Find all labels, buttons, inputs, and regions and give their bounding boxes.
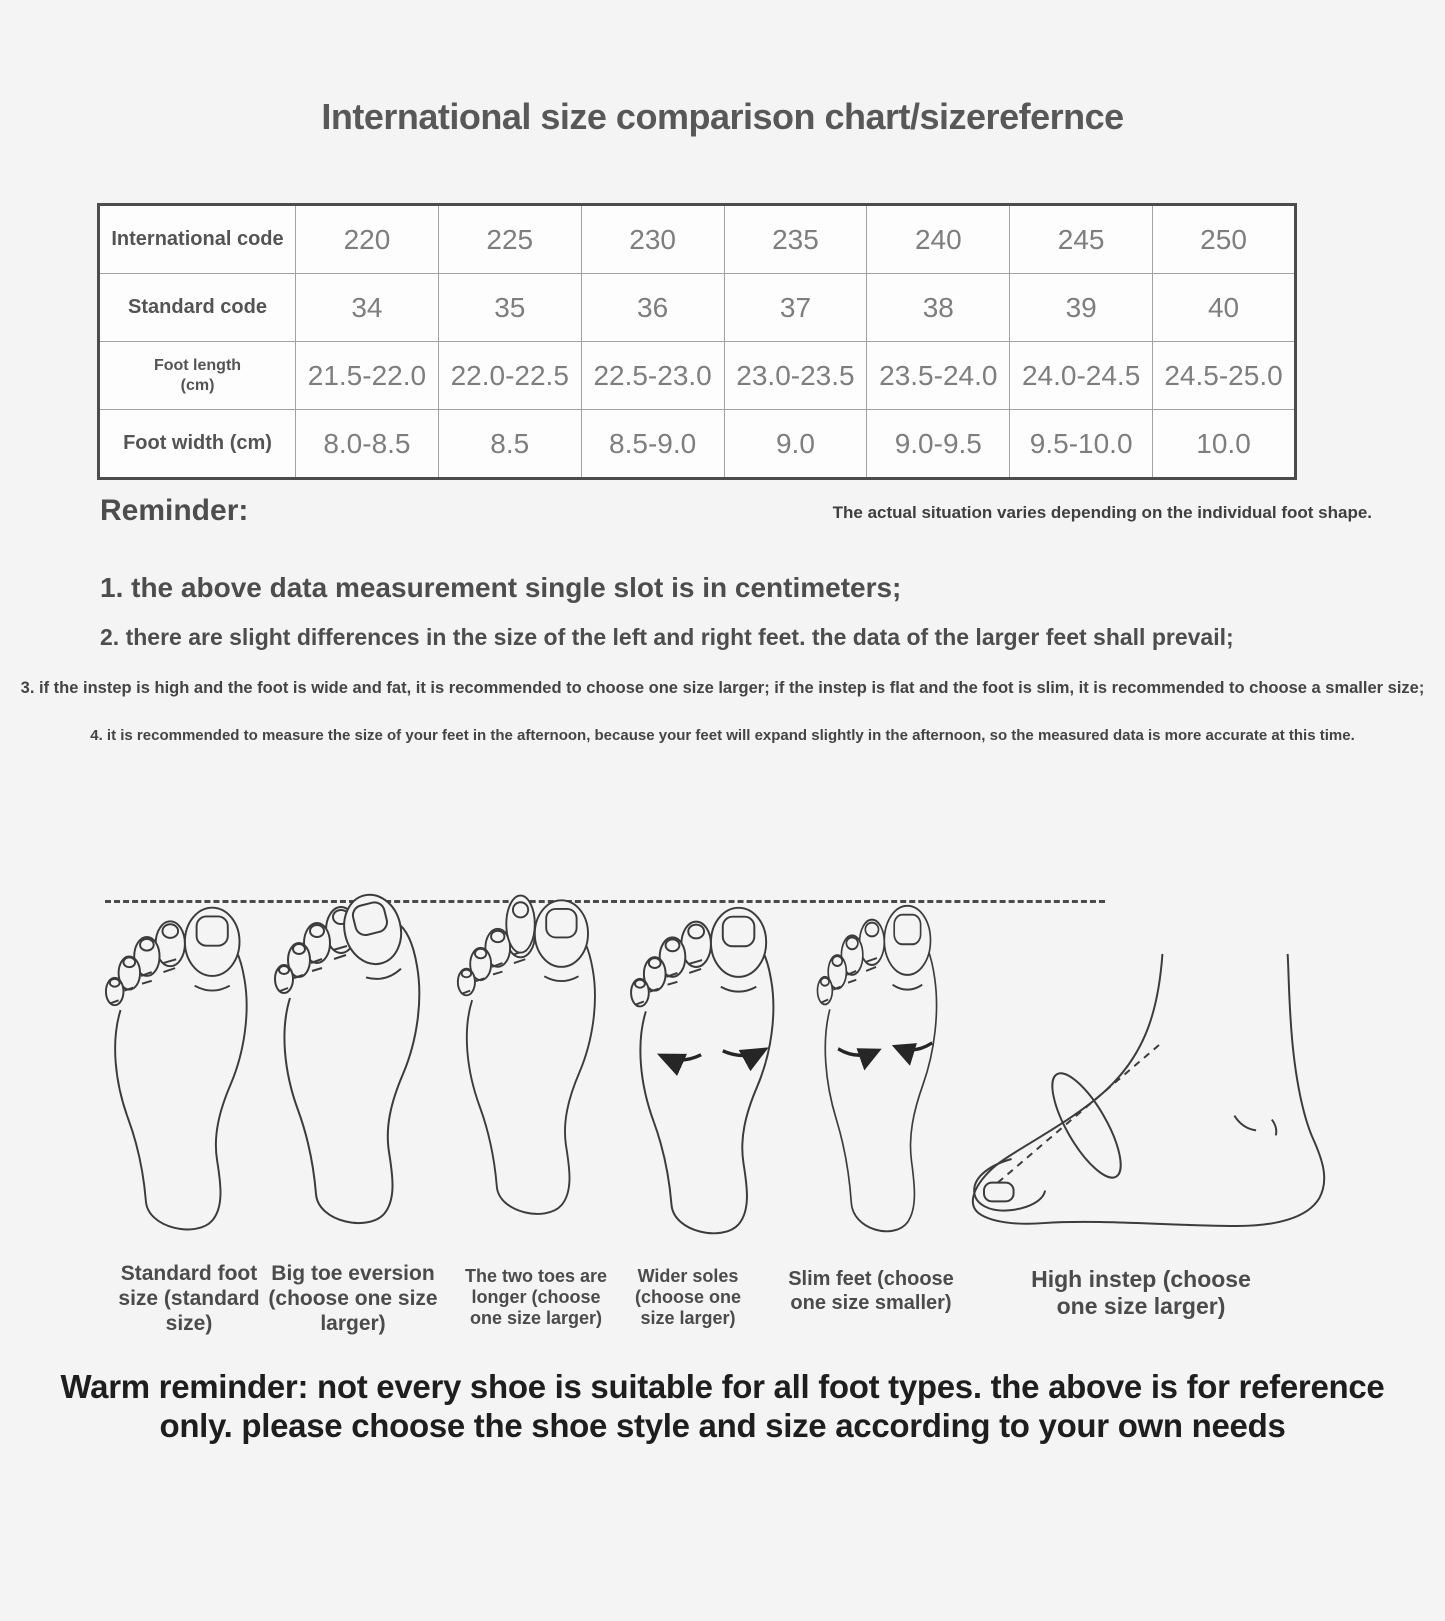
row-label: Foot length (cm) xyxy=(98,341,296,410)
foot-label-slim-feet: Slim feet (choose one size smaller) xyxy=(788,1268,954,1314)
table-cell: 38 xyxy=(866,273,1011,342)
table-row-foot-width: Foot width (cm) 8.0-8.5 8.5 8.5-9.0 9.0 … xyxy=(98,409,1296,479)
table-cell: 21.5-22.0 xyxy=(295,341,439,410)
table-cell: 10.0 xyxy=(1152,409,1296,479)
row-label: Standard code xyxy=(98,273,296,342)
foot-label-two-toes-longer: The two toes are longer (choose one size… xyxy=(464,1266,608,1329)
table-cell: 225 xyxy=(437,204,582,274)
reminder-side-note: The actual situation varies depending on… xyxy=(832,503,1372,522)
inward-width-arrows xyxy=(837,1041,933,1071)
table-row-foot-length: Foot length (cm) 21.5-22.0 22.0-22.5 22.… xyxy=(98,341,1296,410)
toe-reference-dashed-line xyxy=(105,900,1105,903)
table-cell: 9.5-10.0 xyxy=(1009,409,1154,479)
table-cell: 250 xyxy=(1152,204,1296,274)
standard-foot-illustration xyxy=(104,906,248,1231)
table-cell: 9.0-9.5 xyxy=(866,409,1011,479)
foot-label-wider-soles: Wider soles (choose one size larger) xyxy=(634,1266,741,1329)
table-cell: 40 xyxy=(1152,273,1296,342)
reminder-item-3: 3. if the instep is high and the foot is… xyxy=(20,679,1425,697)
table-row-international-code: International code 220 225 230 235 240 2… xyxy=(98,204,1296,274)
table-cell: 8.5 xyxy=(437,409,582,479)
high-instep-foot-illustration xyxy=(971,953,1326,1228)
table-cell: 220 xyxy=(295,204,439,274)
two-toes-longer-foot-illustration xyxy=(456,894,596,1215)
table-row-standard-code: Standard code 34 35 36 37 38 39 40 xyxy=(98,273,1296,342)
foot-label-standard: Standard foot size (standard size) xyxy=(118,1262,260,1335)
table-cell: 35 xyxy=(437,273,582,342)
table-cell: 36 xyxy=(580,273,725,342)
table-cell: 24.0-24.5 xyxy=(1009,341,1154,410)
reminder-item-2: 2. there are slight differences in the s… xyxy=(100,624,1234,650)
slim-feet-foot-illustration xyxy=(816,904,938,1233)
row-label: Foot width (cm) xyxy=(98,409,296,479)
table-cell: 245 xyxy=(1009,204,1154,274)
foot-label-high-instep: High instep (choose one size larger) xyxy=(1031,1266,1251,1320)
warm-reminder-text: Warm reminder: not every shoe is suitabl… xyxy=(60,1368,1385,1444)
page-title: International size comparison chart/size… xyxy=(321,96,1124,137)
row-label: International code xyxy=(98,204,296,274)
row-label-text: Foot length (cm) xyxy=(153,356,242,394)
long-second-toe xyxy=(505,894,536,954)
table-cell: 22.0-22.5 xyxy=(437,341,582,410)
reminder-item-4: 4. it is recommended to measure the size… xyxy=(90,727,1355,744)
foot-label-big-toe-eversion: Big toe eversion (choose one size larger… xyxy=(268,1262,438,1335)
table-cell: 9.0 xyxy=(723,409,868,479)
table-cell: 23.5-24.0 xyxy=(866,341,1011,410)
reminder-item-1: 1. the above data measurement single slo… xyxy=(100,572,902,603)
table-cell: 23.0-23.5 xyxy=(723,341,868,410)
table-cell: 24.5-25.0 xyxy=(1152,341,1296,410)
table-cell: 235 xyxy=(723,204,868,274)
table-cell: 37 xyxy=(723,273,868,342)
outward-width-arrows xyxy=(656,1047,769,1076)
table-cell: 230 xyxy=(580,204,725,274)
big-toe-eversion-foot-illustration xyxy=(274,887,421,1225)
reminder-heading: Reminder: xyxy=(100,494,249,527)
table-cell: 8.0-8.5 xyxy=(295,409,439,479)
table-cell: 39 xyxy=(1009,273,1154,342)
table-cell: 22.5-23.0 xyxy=(580,341,725,410)
table-cell: 8.5-9.0 xyxy=(580,409,725,479)
wider-soles-foot-illustration xyxy=(630,906,775,1235)
table-cell: 240 xyxy=(866,204,1011,274)
table-cell: 34 xyxy=(295,273,439,342)
size-comparison-table: International code 220 225 230 235 240 2… xyxy=(97,203,1297,480)
